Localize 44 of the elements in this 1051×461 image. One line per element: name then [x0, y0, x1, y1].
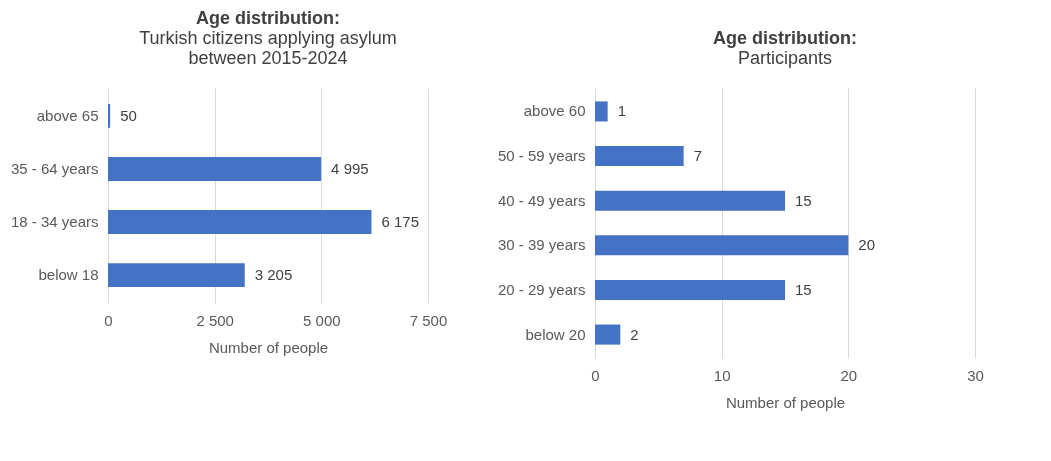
y-tick-label: 50 - 59 years [497, 147, 586, 165]
data-label: 6 175 [381, 213, 420, 231]
data-label: 15 [795, 191, 812, 209]
y-tick-label: 35 - 64 years [10, 159, 99, 177]
bar [595, 324, 621, 345]
x-tick-label: 0 [104, 311, 113, 329]
y-tick-label: 18 - 34 years [10, 213, 99, 231]
y-tick-label: 30 - 39 years [497, 236, 586, 254]
x-axis-title: Number of people [208, 338, 329, 356]
data-label: 7 [693, 147, 703, 165]
y-tick-label: 20 - 29 years [497, 280, 586, 298]
x-tick-label: 10 [713, 366, 731, 384]
x-tick-label: 5 000 [303, 311, 341, 329]
data-label: 2 [630, 325, 639, 343]
x-tick-label: 7 500 [409, 311, 448, 329]
chart-title: Age distribution: [713, 28, 857, 48]
data-label: 15 [795, 280, 812, 298]
bar [595, 279, 785, 300]
y-tick-label: 40 - 49 years [497, 191, 586, 209]
y-tick-label: below 18 [38, 266, 99, 284]
bar [595, 101, 608, 122]
x-axis-title: Number of people [725, 393, 846, 411]
data-label: 50 [120, 106, 137, 124]
x-tick-label: 0 [591, 366, 600, 384]
x-tick-label: 20 [840, 366, 858, 384]
bar [595, 235, 849, 256]
chart-subtitle: Participants [737, 48, 833, 68]
data-label: 3 205 [254, 266, 293, 284]
x-tick-label: 2 500 [196, 311, 234, 329]
data-label: 20 [858, 236, 876, 254]
chart-subtitle: Turkish citizens applying asylum between 2015-2024 [139, 28, 397, 68]
bar [108, 210, 372, 234]
bar [595, 190, 785, 211]
y-tick-label: above 65 [36, 106, 99, 124]
bar [108, 157, 322, 181]
data-label: 1 [617, 102, 627, 120]
bar [108, 263, 245, 288]
y-tick-label: above 60 [523, 102, 586, 120]
x-tick-label: 30 [967, 366, 984, 384]
bar [108, 103, 111, 128]
chart-title: Age distribution: [196, 8, 340, 28]
data-label: 4 995 [331, 159, 369, 177]
bar [595, 146, 684, 167]
y-tick-label: below 20 [525, 325, 586, 343]
